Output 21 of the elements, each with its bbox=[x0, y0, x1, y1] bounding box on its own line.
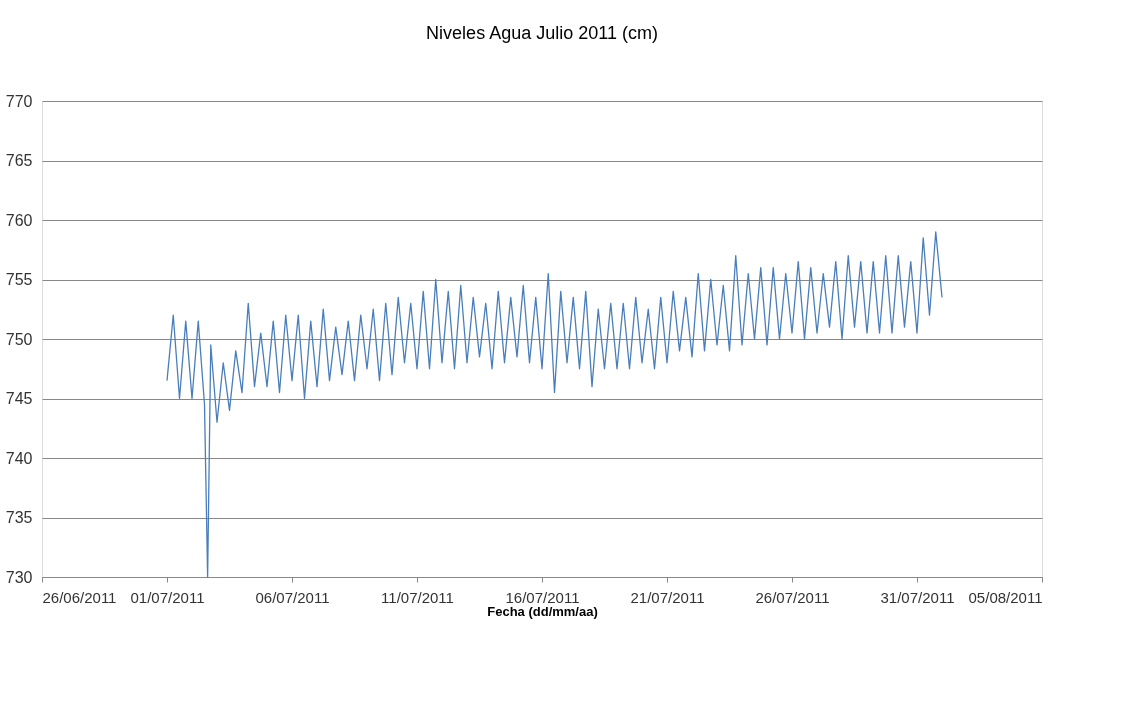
y-tick-label: 750 bbox=[5, 330, 33, 348]
y-tick-label: 730 bbox=[5, 568, 33, 586]
x-tick-label: 21/07/2011 bbox=[630, 588, 705, 606]
y-tick-label: 755 bbox=[5, 271, 33, 288]
y-tick-label: 745 bbox=[5, 390, 33, 407]
y-tick-label: 735 bbox=[5, 509, 33, 526]
x-tick-label: 16/07/2011 bbox=[505, 588, 580, 606]
x-tick-label: 01/07/2011 bbox=[130, 588, 205, 606]
x-tick-label: 06/07/2011 bbox=[255, 588, 330, 606]
y-tick-label: 770 bbox=[5, 92, 33, 110]
chart-title: Niveles Agua Julio 2011 (cm) bbox=[426, 23, 658, 43]
line-series bbox=[166, 231, 943, 578]
x-tick-label: 26/06/2011 bbox=[42, 588, 117, 606]
x-tick-label: 26/07/2011 bbox=[755, 588, 830, 606]
x-tick-label: 31/07/2011 bbox=[880, 588, 955, 606]
y-tick-label: 760 bbox=[5, 211, 33, 229]
x-tick-label: 05/08/2011 bbox=[968, 588, 1043, 606]
x-tick-label: 11/07/2011 bbox=[381, 588, 454, 606]
y-tick-label: 740 bbox=[5, 449, 33, 467]
y-tick-label: 765 bbox=[5, 152, 33, 169]
x-axis-title: Fecha (dd/mm/aa) bbox=[487, 603, 598, 619]
